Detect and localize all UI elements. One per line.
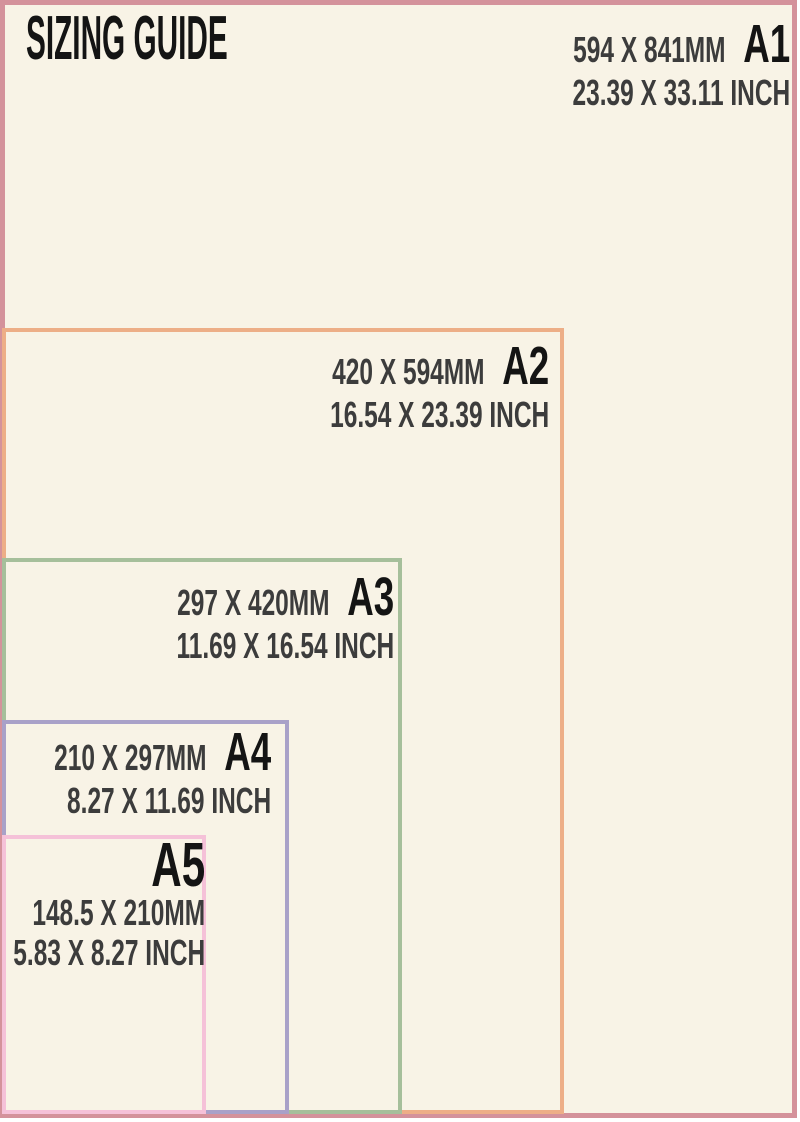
a3-dimensions-inch: 11.69 X 16.54 INCH: [176, 624, 394, 666]
a3-label: 297 X 420MM A3 11.69 X 16.54 INCH: [176, 567, 394, 666]
a5-size-code: A5: [151, 831, 205, 900]
a4-label-mm-row: 210 X 297MM A4: [53, 722, 271, 782]
a4-size-code: A4: [224, 722, 271, 782]
a4-label: 210 X 297MM A4 8.27 X 11.69 INCH: [53, 722, 272, 821]
a1-dimensions-inch: 23.39 X 33.11 INCH: [572, 71, 790, 113]
a2-dimensions-inch: 16.54 X 23.39 INCH: [329, 393, 549, 435]
a2-size-code: A2: [502, 336, 549, 396]
page-title: SIZING GUIDE: [26, 4, 228, 73]
a2-dimensions-mm: 420 X 594MM: [331, 351, 485, 392]
a5-size-box: [2, 835, 206, 1114]
a1-dimensions-mm: 594 X 841MM: [572, 29, 726, 70]
a4-dimensions-inch: 8.27 X 11.69 INCH: [66, 779, 272, 821]
a3-label-mm-row: 297 X 420MM A3: [176, 567, 394, 627]
a4-dimensions-mm: 210 X 297MM: [53, 737, 207, 778]
a5-dimensions-mm: 148.5 X 210MM: [32, 891, 206, 933]
a5-label: A5 148.5 X 210MM 5.83 X 8.27 INCH: [13, 831, 206, 973]
a3-dimensions-mm: 297 X 420MM: [176, 582, 330, 623]
a5-dimensions-inch: 5.83 X 8.27 INCH: [13, 931, 205, 973]
a2-label-mm-row: 420 X 594MM A2: [330, 336, 549, 396]
a3-size-code: A3: [347, 567, 394, 627]
a2-label: 420 X 594MM A2 16.54 X 23.39 INCH: [329, 336, 549, 435]
a1-label: 594 X 841MM A1 23.39 X 33.11 INCH: [572, 14, 790, 113]
a1-size-code: A1: [743, 14, 790, 74]
a1-label-mm-row: 594 X 841MM A1: [572, 14, 790, 74]
